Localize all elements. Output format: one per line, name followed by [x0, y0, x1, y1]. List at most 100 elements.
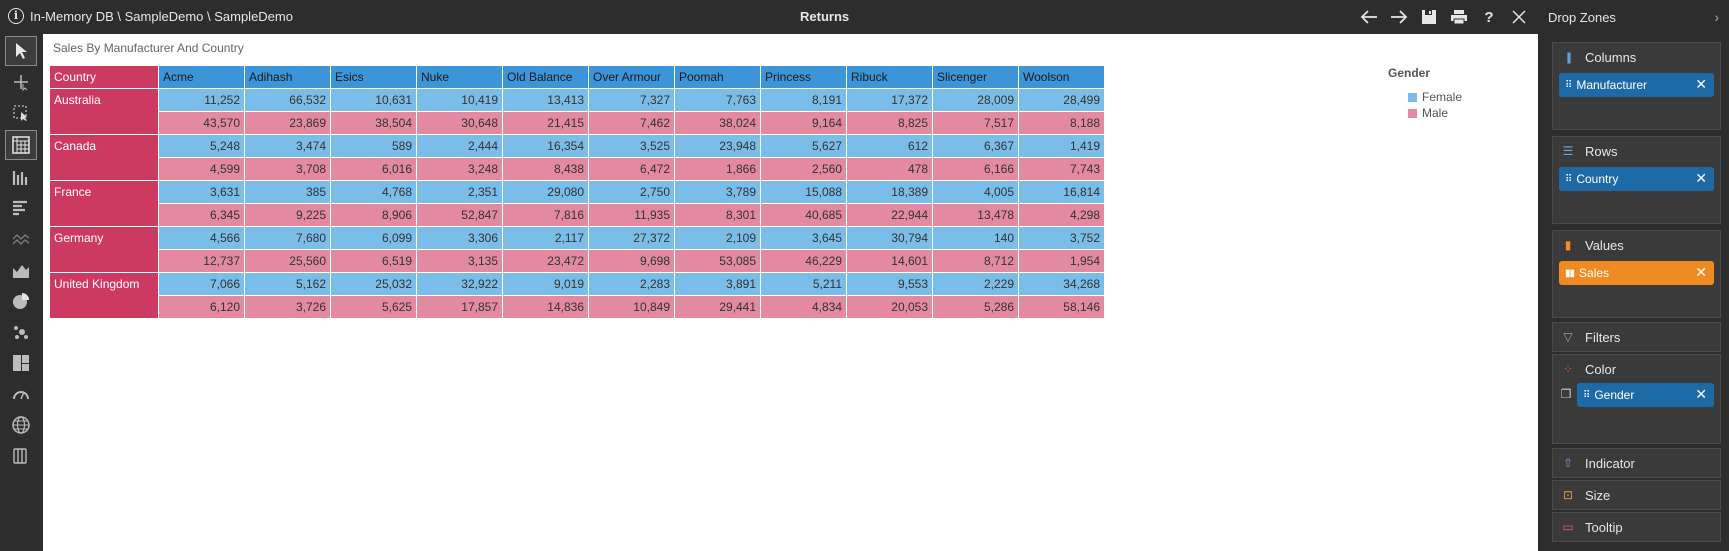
- copy-icon[interactable]: ❐: [1560, 387, 1572, 401]
- female-value-cell[interactable]: 16,814: [1018, 180, 1105, 204]
- column-header[interactable]: Woolson: [1018, 65, 1105, 89]
- female-value-cell[interactable]: 3,645: [760, 226, 847, 250]
- close-icon[interactable]: [1508, 4, 1530, 30]
- filters-zone[interactable]: ▽ Filters: [1552, 322, 1721, 352]
- column-header[interactable]: Acme: [158, 65, 245, 89]
- pivot-table[interactable]: Country Acme Adihash Esics Nuke Old Balance O…: [49, 65, 1105, 319]
- male-value-cell[interactable]: 23,869: [244, 111, 331, 135]
- female-value-cell[interactable]: 9,019: [502, 272, 589, 296]
- female-value-cell[interactable]: 2,229: [932, 272, 1019, 296]
- female-value-cell[interactable]: 7,327: [588, 88, 675, 112]
- female-value-cell[interactable]: 2,283: [588, 272, 675, 296]
- save-icon[interactable]: [1418, 4, 1440, 30]
- male-value-cell[interactable]: 7,462: [588, 111, 675, 135]
- male-value-cell[interactable]: 3,135: [416, 249, 503, 273]
- row-header[interactable]: Australia: [49, 88, 159, 135]
- male-value-cell[interactable]: 9,164: [760, 111, 847, 135]
- map-globe-icon[interactable]: [5, 410, 37, 440]
- female-value-cell[interactable]: 28,499: [1018, 88, 1105, 112]
- female-value-cell[interactable]: 29,080: [502, 180, 589, 204]
- male-value-cell[interactable]: 6,016: [330, 157, 417, 181]
- male-value-cell[interactable]: 8,188: [1018, 111, 1105, 135]
- manufacturer-field-pill[interactable]: ⠿ Manufacturer ✕: [1559, 73, 1714, 97]
- female-value-cell[interactable]: 7,680: [244, 226, 331, 250]
- male-value-cell[interactable]: 10,849: [588, 295, 675, 319]
- male-value-cell[interactable]: 46,229: [760, 249, 847, 273]
- row-header[interactable]: Germany: [49, 226, 159, 273]
- female-value-cell[interactable]: 66,532: [244, 88, 331, 112]
- female-value-cell[interactable]: 27,372: [588, 226, 675, 250]
- country-field-pill[interactable]: ⠿ Country ✕: [1559, 167, 1714, 191]
- chevron-right-icon[interactable]: ›: [1714, 9, 1719, 25]
- male-value-cell[interactable]: 6,519: [330, 249, 417, 273]
- male-value-cell[interactable]: 4,834: [760, 295, 847, 319]
- column-header[interactable]: Slicenger: [932, 65, 1019, 89]
- male-value-cell[interactable]: 7,743: [1018, 157, 1105, 181]
- gauge-icon[interactable]: [5, 379, 37, 409]
- select-pointer-icon[interactable]: [5, 36, 37, 66]
- drag-grip-icon[interactable]: ⠿: [1565, 79, 1572, 91]
- remove-icon[interactable]: ✕: [1695, 264, 1707, 280]
- female-value-cell[interactable]: 4,566: [158, 226, 245, 250]
- female-value-cell[interactable]: 25,032: [330, 272, 417, 296]
- male-value-cell[interactable]: 6,166: [932, 157, 1019, 181]
- female-value-cell[interactable]: 23,948: [674, 134, 761, 158]
- add-point-icon[interactable]: [5, 67, 37, 97]
- female-value-cell[interactable]: 5,211: [760, 272, 847, 296]
- column-header[interactable]: Old Balance: [502, 65, 589, 89]
- female-value-cell[interactable]: 3,752: [1018, 226, 1105, 250]
- female-value-cell[interactable]: 4,768: [330, 180, 417, 204]
- rows-zone[interactable]: ☰ Rows ⠿ Country ✕: [1552, 136, 1721, 224]
- female-value-cell[interactable]: 5,248: [158, 134, 245, 158]
- female-value-cell[interactable]: 385: [244, 180, 331, 204]
- male-value-cell[interactable]: 38,504: [330, 111, 417, 135]
- female-value-cell[interactable]: 6,367: [932, 134, 1019, 158]
- drag-grip-icon[interactable]: ⠿: [1583, 389, 1590, 401]
- female-value-cell[interactable]: 3,306: [416, 226, 503, 250]
- help-icon[interactable]: ?: [1484, 8, 1494, 26]
- male-value-cell[interactable]: 43,570: [158, 111, 245, 135]
- column-header[interactable]: Nuke: [416, 65, 503, 89]
- female-value-cell[interactable]: 3,525: [588, 134, 675, 158]
- female-value-cell[interactable]: 3,474: [244, 134, 331, 158]
- column-header[interactable]: Ribuck: [846, 65, 933, 89]
- female-value-cell[interactable]: 10,631: [330, 88, 417, 112]
- male-value-cell[interactable]: 3,726: [244, 295, 331, 319]
- pivot-table-icon[interactable]: [5, 130, 37, 160]
- female-value-cell[interactable]: 2,109: [674, 226, 761, 250]
- male-value-cell[interactable]: 3,708: [244, 157, 331, 181]
- female-value-cell[interactable]: 28,009: [932, 88, 1019, 112]
- male-value-cell[interactable]: 58,146: [1018, 295, 1105, 319]
- male-value-cell[interactable]: 25,560: [244, 249, 331, 273]
- male-value-cell[interactable]: 22,944: [846, 203, 933, 227]
- male-value-cell[interactable]: 9,698: [588, 249, 675, 273]
- male-value-cell[interactable]: 8,301: [674, 203, 761, 227]
- male-value-cell[interactable]: 40,685: [760, 203, 847, 227]
- remove-icon[interactable]: ✕: [1695, 170, 1707, 186]
- female-value-cell[interactable]: 16,354: [502, 134, 589, 158]
- gender-field-pill[interactable]: ⠿ Gender ✕: [1577, 383, 1714, 407]
- male-value-cell[interactable]: 52,847: [416, 203, 503, 227]
- info-icon[interactable]: i: [8, 8, 24, 24]
- male-value-cell[interactable]: 29,441: [674, 295, 761, 319]
- female-value-cell[interactable]: 15,088: [760, 180, 847, 204]
- male-value-cell[interactable]: 1,866: [674, 157, 761, 181]
- male-value-cell[interactable]: 2,560: [760, 157, 847, 181]
- female-value-cell[interactable]: 5,627: [760, 134, 847, 158]
- female-value-cell[interactable]: 2,444: [416, 134, 503, 158]
- row-header[interactable]: Canada: [49, 134, 159, 181]
- female-value-cell[interactable]: 9,553: [846, 272, 933, 296]
- male-value-cell[interactable]: 8,825: [846, 111, 933, 135]
- male-value-cell[interactable]: 6,472: [588, 157, 675, 181]
- male-value-cell[interactable]: 5,286: [932, 295, 1019, 319]
- male-value-cell[interactable]: 14,601: [846, 249, 933, 273]
- female-value-cell[interactable]: 5,162: [244, 272, 331, 296]
- female-value-cell[interactable]: 589: [330, 134, 417, 158]
- pie-chart-icon[interactable]: [5, 286, 37, 316]
- female-value-cell[interactable]: 612: [846, 134, 933, 158]
- legend-item-female[interactable]: Female: [1408, 89, 1462, 105]
- female-value-cell[interactable]: 10,419: [416, 88, 503, 112]
- male-value-cell[interactable]: 6,120: [158, 295, 245, 319]
- female-value-cell[interactable]: 140: [932, 226, 1019, 250]
- female-value-cell[interactable]: 8,191: [760, 88, 847, 112]
